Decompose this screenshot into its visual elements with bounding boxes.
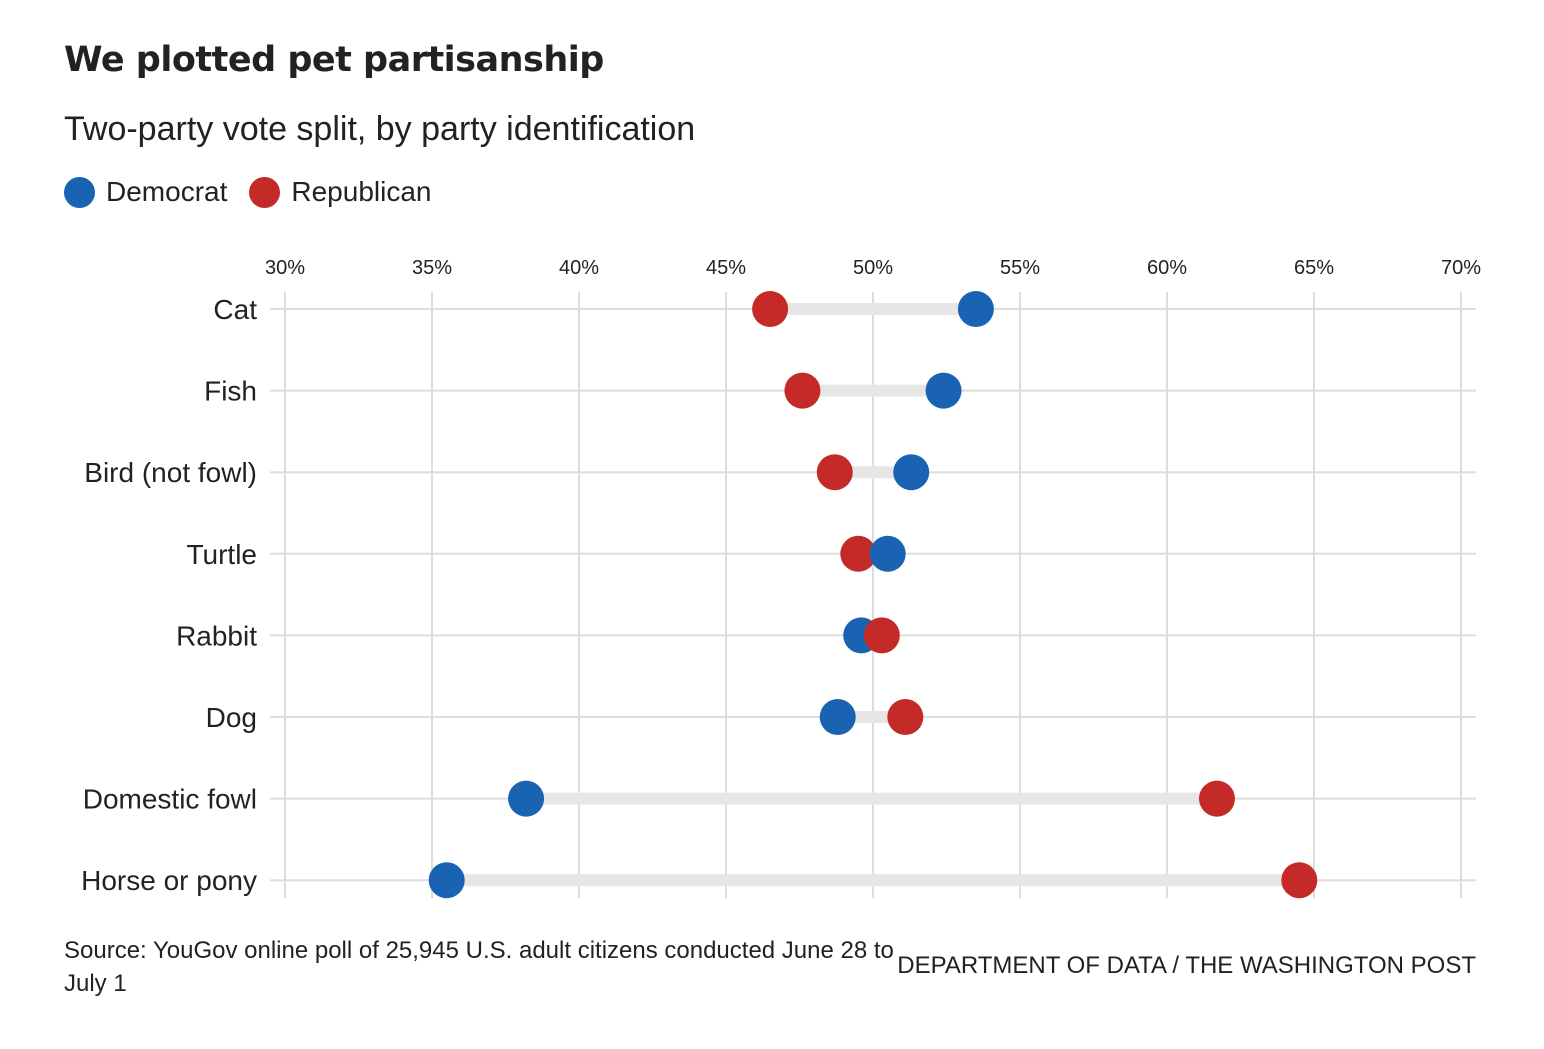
x-tick-label: 50%	[853, 257, 893, 279]
democrat-dot	[869, 535, 906, 572]
republican-dot	[1281, 862, 1318, 899]
dot-plot-chart: 30% 35% 40% 45% 50% 55% 60% 65% 70% Cat Fish Bird (…	[81, 257, 1481, 899]
x-tick-label: 55%	[1000, 257, 1040, 279]
legend-swatch-democrat	[64, 176, 95, 208]
x-tick-label: 65%	[1294, 257, 1334, 279]
democrat-dot	[893, 454, 930, 491]
legend-swatch-republican	[249, 176, 281, 208]
x-tick-label: 35%	[412, 257, 452, 279]
republican-dot	[752, 291, 789, 327]
x-tick-label: 30%	[265, 257, 305, 279]
democrat-dot	[819, 699, 856, 735]
category-label: Fish	[204, 376, 257, 407]
legend-item-republican: Republican	[249, 176, 431, 208]
republican-dot	[887, 699, 924, 735]
republican-dot	[1198, 780, 1235, 817]
category-label: Dog	[206, 702, 257, 733]
legend-label-republican: Republican	[291, 176, 432, 207]
category-label: Horse or pony	[81, 865, 257, 896]
legend-label-democrat: Democrat	[106, 176, 228, 207]
credit-line: DEPARTMENT OF DATA / THE WASHINGTON POST	[897, 952, 1476, 979]
democrat-dot	[508, 780, 545, 817]
category-label: Turtle	[186, 539, 257, 570]
x-tick-label: 60%	[1147, 257, 1187, 279]
republican-dot	[784, 372, 821, 409]
x-tick-label: 45%	[706, 257, 746, 279]
legend-item-democrat: Democrat	[64, 176, 227, 208]
republican-dot	[840, 535, 877, 572]
chart-subtitle: Two-party vote split, by party identific…	[64, 110, 696, 148]
republican-dot	[816, 454, 853, 491]
republican-dot	[863, 617, 900, 654]
legend: Democrat Republican	[64, 176, 453, 208]
category-label: Cat	[213, 294, 257, 325]
x-tick-label: 70%	[1441, 257, 1481, 279]
democrat-dot	[957, 291, 994, 327]
x-tick-label: 40%	[559, 257, 599, 279]
category-label: Rabbit	[176, 620, 257, 651]
source-note: Source: YouGov online poll of 25,945 U.S…	[64, 937, 894, 997]
democrat-dot	[925, 372, 962, 409]
democrat-dot	[428, 862, 465, 899]
category-label: Bird (not fowl)	[84, 457, 257, 488]
chart-title: We plotted pet partisanship	[64, 40, 604, 80]
category-label: Domestic fowl	[83, 784, 257, 815]
